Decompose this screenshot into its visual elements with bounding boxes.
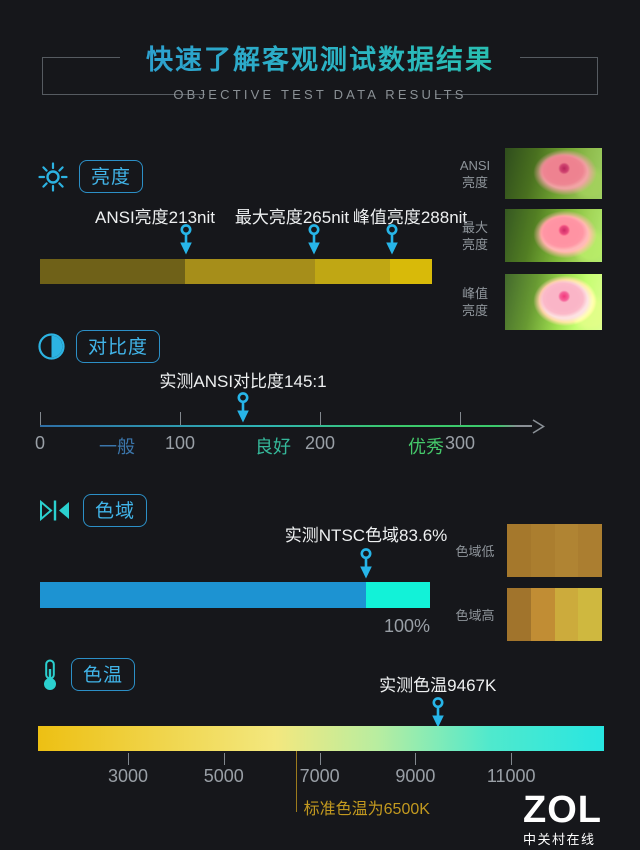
contrast-zone-label: 优秀 [408,437,444,457]
brightness-marker-label: ANSI亮度213nit [95,208,215,227]
zol-logo: ZOL 中关村在线 [523,789,602,848]
gamut-bar-measured [40,582,366,608]
swatch-label: 色域低 [455,544,495,559]
gamut-end-label: 100% [383,616,430,636]
flower-sample-image [505,274,602,330]
gamut-swatch-stripe [530,588,555,641]
thermometer-icon [44,659,56,690]
zol-logo-text: ZOL [523,789,602,831]
contrast-axis-tick-label: 0 [34,433,45,453]
contrast-axis-line [40,425,532,427]
temp-reference-label: 标准色温为6500K [303,801,430,818]
brightness-bar-segment [390,259,432,284]
gamut-swatch-stripe [507,524,531,577]
sun-icon [38,161,68,192]
axis-arrow-icon [532,419,546,434]
temp-axis-tick-label: 5000 [203,766,244,786]
section-label-contrast: 对比度 [76,330,161,363]
gamut-swatch-stripe [507,588,531,641]
header-bracket-left-top [42,57,120,58]
header-bracket-right-top [520,57,598,58]
section-label-gamut: 色域 [83,494,148,527]
gamut-swatch-stripe [578,588,602,641]
contrast-axis-tick-label: 200 [304,433,336,453]
section-head-gamut: 色域 [38,494,148,527]
header-bracket-right-side [597,57,598,95]
gamut-icon [40,499,69,522]
header-bracket-left-bottom [42,94,205,95]
temp-axis-tick-label: 7000 [299,766,340,786]
brightness-marker-label: 峰值亮度288nit [352,208,468,227]
section-head-contrast: 对比度 [38,330,161,363]
swatch-label: 色域高 [455,608,495,623]
sample-label: 峰值 亮度 [461,286,488,318]
temp-axis-tick [128,753,129,765]
flower-sample-image [505,209,602,262]
section-head-temp: 色温 [40,658,136,691]
contrast-axis-tick-label: 100 [164,433,196,453]
contrast-zone-label: 良好 [255,437,291,457]
brightness-bar [40,259,432,284]
temp-axis-tick-label: 3000 [107,766,149,786]
contrast-axis-tick [180,412,181,425]
brightness-bar-segment [40,259,185,284]
gamut-bar-remainder [366,582,430,608]
temp-axis-tick-label: 11000 [486,766,536,786]
brightness-marker-pin [305,224,323,255]
section-head-brightness: 亮度 [38,160,144,193]
gamut-swatch-stripe [554,588,579,641]
temp-axis-tick [223,753,225,765]
section-label-temp: 色温 [71,658,136,691]
contrast-marker-label: 实测ANSI对比度145:1 [159,372,327,391]
temp-marker-pin [429,697,447,728]
contrast-axis-tick [460,412,461,425]
contrast-axis-tick-label: 300 [444,433,476,453]
gamut-bar [40,582,430,608]
gamut-swatch-stripe [578,524,602,577]
section-label-brightness: 亮度 [79,160,144,193]
page-title: 快速了解客观测试数据结果 [0,38,640,77]
gamut-marker-pin [357,548,375,579]
header-bracket-right-bottom [435,94,598,95]
brightness-marker-label: 最大亮度265nit [234,208,350,227]
header-bracket-left-side [42,57,43,95]
temp-axis-tick [415,753,417,765]
contrast-marker-pin [234,392,252,423]
temp-axis-tick-label: 9000 [395,766,436,786]
zol-logo-subtext: 中关村在线 [523,832,596,847]
brightness-bar-segment [315,259,390,284]
contrast-icon [38,333,65,360]
sample-label: ANSI 亮度 [459,157,491,190]
temp-marker-label: 实测色温9467K [379,676,497,695]
gamut-swatch [507,524,602,577]
contrast-axis-tick [40,412,41,425]
contrast-axis-tick [320,412,321,425]
temp-axis-tick [319,753,321,765]
gamut-marker-label: 实测NTSC色域83.6% [284,526,448,545]
brightness-bar-segment [185,259,315,284]
brightness-marker-pin [177,224,195,255]
temp-gradient-bar [38,726,604,751]
gamut-swatch-stripe [554,524,579,577]
brightness-marker-pin [383,224,401,255]
temp-reference-line [295,751,297,812]
page-subtitle: OBJECTIVE TEST DATA RESULTS [173,87,467,102]
flower-sample-image [505,148,602,199]
gamut-swatch [507,588,602,641]
temp-axis-tick [511,753,513,765]
gamut-swatch-stripe [530,524,555,577]
sample-label: 最大 亮度 [461,219,488,252]
contrast-zone-label: 一般 [99,437,135,457]
